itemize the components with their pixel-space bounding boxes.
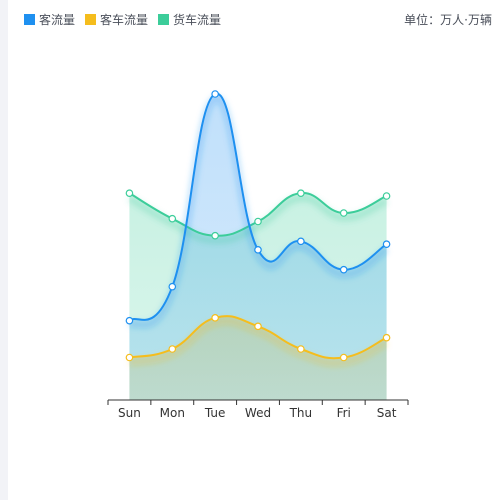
legend-label-passenger: 客流量: [39, 13, 76, 27]
data-point-bus-fri: [339, 353, 348, 362]
legend-label-truck: 货车流量: [173, 13, 222, 27]
data-point-bus-wed: [254, 322, 262, 331]
data-point-truck-tue: [211, 231, 219, 240]
data-point-truck-wed: [254, 217, 262, 226]
data-point-bus-sat: [382, 333, 391, 342]
legend-swatch-passenger: [24, 14, 35, 25]
data-point-truck-fri: [339, 209, 348, 217]
legend-item-truck[interactable]: 货车流量: [158, 11, 221, 28]
series-shadow-bus: [128, 317, 389, 367]
x-tick-label-mon: Mon: [160, 406, 185, 420]
data-point-passenger-sun: [125, 316, 134, 325]
data-point-passenger-sat: [382, 240, 391, 248]
data-point-passenger-fri: [339, 265, 348, 274]
x-tick-label-tue: Tue: [204, 406, 226, 420]
data-point-passenger-thu: [297, 237, 305, 246]
series-area-passenger: [129, 93, 387, 400]
x-tick-label-thu: Thu: [289, 406, 313, 420]
data-point-passenger-tue: [211, 90, 219, 98]
data-point-passenger-mon: [168, 282, 177, 291]
legend-item-passenger[interactable]: 客流量: [24, 11, 75, 28]
chart-legend: 客流量 客车流量 货车流量: [24, 11, 221, 28]
x-tick-label-fri: Fri: [337, 406, 351, 420]
unit-label: 单位：万人·万辆: [404, 13, 492, 27]
data-point-bus-sun: [125, 353, 134, 362]
left-panel-edge: [0, 0, 8, 500]
data-point-truck-sun: [125, 189, 134, 197]
data-point-bus-mon: [168, 345, 177, 353]
data-point-truck-mon: [168, 214, 177, 223]
legend-swatch-bus: [85, 14, 97, 25]
legend-item-bus[interactable]: 客车流量: [85, 11, 148, 28]
data-point-truck-sat: [382, 192, 391, 200]
data-point-truck-thu: [297, 189, 305, 197]
x-tick-label-sat: Sat: [377, 406, 397, 420]
data-point-bus-thu: [297, 345, 305, 353]
x-tick-label-wed: Wed: [245, 406, 271, 420]
data-point-bus-tue: [211, 314, 219, 322]
data-point-passenger-wed: [254, 246, 262, 254]
x-tick-label-sun: Sun: [118, 406, 141, 420]
legend-swatch-truck: [158, 14, 170, 25]
legend-label-bus: 客车流量: [100, 13, 149, 27]
series-shadow-truck: [127, 194, 389, 245]
